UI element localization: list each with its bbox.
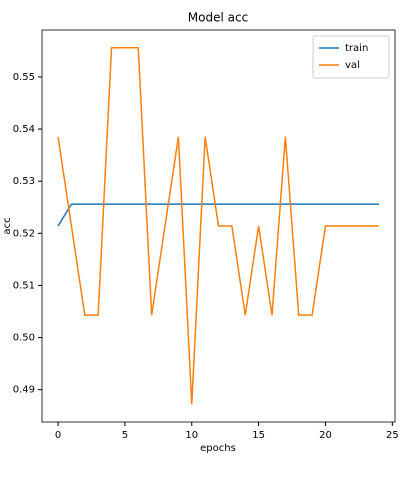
line-series	[57, 46, 379, 405]
y-tick-label: 0.54	[13, 124, 35, 135]
x-tick-label: 25	[386, 430, 399, 441]
y-tick-label: 0.53	[13, 176, 35, 187]
chart-title: Model acc	[188, 11, 248, 25]
x-tick-label: 20	[319, 430, 332, 441]
y-axis-label: acc	[2, 217, 13, 234]
y-tick-label: 0.50	[13, 333, 35, 344]
y-tick-label: 0.55	[13, 72, 35, 83]
x-tick-label: 15	[252, 430, 265, 441]
legend-label: val	[345, 60, 360, 71]
y-tick-label: 0.49	[13, 385, 35, 396]
line-series	[57, 203, 379, 227]
y-tick-label: 0.51	[13, 280, 35, 291]
x-axis-label: epochs	[200, 443, 236, 454]
x-tick-label: 10	[185, 430, 198, 441]
legend-label: train	[345, 43, 368, 54]
x-tick-label: 5	[122, 430, 128, 441]
y-tick-label: 0.52	[13, 228, 35, 239]
x-tick-label: 0	[55, 430, 61, 441]
legend-box	[312, 35, 390, 79]
plot-frame	[41, 29, 396, 423]
